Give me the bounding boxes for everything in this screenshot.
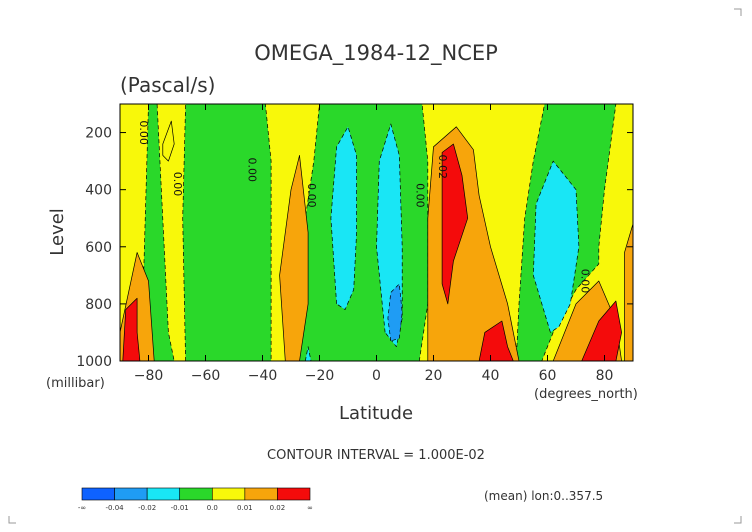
x-axis: −80 −60 −40 −20 0 20 40 60 80 xyxy=(134,104,614,384)
x-tick-label: 20 xyxy=(425,368,443,384)
y-tick-label: 1000 xyxy=(76,354,112,370)
y-tick-label: 400 xyxy=(85,183,112,199)
x-tick-label: 60 xyxy=(539,368,557,384)
x-tick-label: −60 xyxy=(191,368,221,384)
contour-region-15 xyxy=(387,283,403,342)
contour-label-2: 0.00 xyxy=(245,157,258,182)
x-axis-label: Latitude xyxy=(339,403,413,424)
footer-text: (mean) lon:0..357.5 xyxy=(484,489,603,503)
contour-label-5: 0.02 xyxy=(436,155,449,180)
y-tick-label: 200 xyxy=(85,126,112,142)
colorbar-swatch-4 xyxy=(211,487,246,501)
contour-label-1: 0.00 xyxy=(171,172,184,197)
colorbar-swatch-3 xyxy=(179,487,213,501)
contour-region-19 xyxy=(581,300,622,361)
colorbar-label-4: 0.0 xyxy=(207,504,218,512)
x-tick-label: 40 xyxy=(482,368,500,384)
contour-region-14 xyxy=(532,160,580,333)
contour-label-6: 0.00 xyxy=(579,269,592,294)
contour-region-16 xyxy=(122,297,141,361)
colorbar-label-3: -0.01 xyxy=(171,504,189,512)
colorbar-label-6: 0.02 xyxy=(270,504,286,512)
contour-label-3: 0.00 xyxy=(305,183,318,208)
y-axis-unit: (millibar) xyxy=(46,376,105,391)
contour-label-0: 0.00 xyxy=(137,120,150,145)
colorbar-label-5: 0.01 xyxy=(237,504,253,512)
colorbar-swatch-1 xyxy=(114,487,148,501)
colorbar-swatch-5 xyxy=(244,487,278,501)
colorbar-label-2: -0.02 xyxy=(138,504,156,512)
contour-interval-label: CONTOUR INTERVAL = 1.000E-02 xyxy=(267,448,485,463)
contour-label-4: 0.00 xyxy=(413,183,426,208)
contour-region-11 xyxy=(330,126,357,310)
x-tick-label: 0 xyxy=(372,368,381,384)
x-tick-label: −20 xyxy=(305,368,335,384)
colorbar-label-0: -∞ xyxy=(78,504,86,512)
y-tick-label: 600 xyxy=(85,240,112,256)
contour-region-13 xyxy=(304,346,312,361)
page-corner-marks xyxy=(8,8,742,524)
chart-units: (Pascal/s) xyxy=(120,73,215,97)
y-axis: 200 400 600 800 1000 xyxy=(76,126,633,370)
colorbar-swatch-6 xyxy=(277,487,311,501)
colorbar-swatch-0 xyxy=(81,487,115,501)
x-tick-label: 80 xyxy=(596,368,614,384)
x-tick-label: −40 xyxy=(248,368,278,384)
x-axis-unit: (degrees_north) xyxy=(534,387,638,402)
contour-region-7 xyxy=(279,155,309,361)
contour-region-17 xyxy=(441,143,469,305)
y-tick-label: 800 xyxy=(85,297,112,313)
y-axis-label: Level xyxy=(47,208,68,256)
contour-labels: 0.00 0.00 0.00 0.00 0.00 0.02 0.00 xyxy=(137,120,592,293)
contour-region-10 xyxy=(624,223,633,361)
contour-region-5 xyxy=(162,120,175,162)
colorbar-label-1: -0.04 xyxy=(106,504,125,512)
x-tick-label: −80 xyxy=(134,368,164,384)
plot-area xyxy=(120,104,633,361)
colorbar-label-7: ∞ xyxy=(307,504,313,512)
chart-title: OMEGA_1984-12_NCEP xyxy=(254,41,498,66)
contour-region-18 xyxy=(478,320,514,361)
contour-region-2 xyxy=(182,104,272,361)
colorbar: -∞ -0.04 -0.02 -0.01 0.0 0.01 0.02 ∞ xyxy=(78,487,313,512)
colorbar-swatch-2 xyxy=(146,487,181,501)
